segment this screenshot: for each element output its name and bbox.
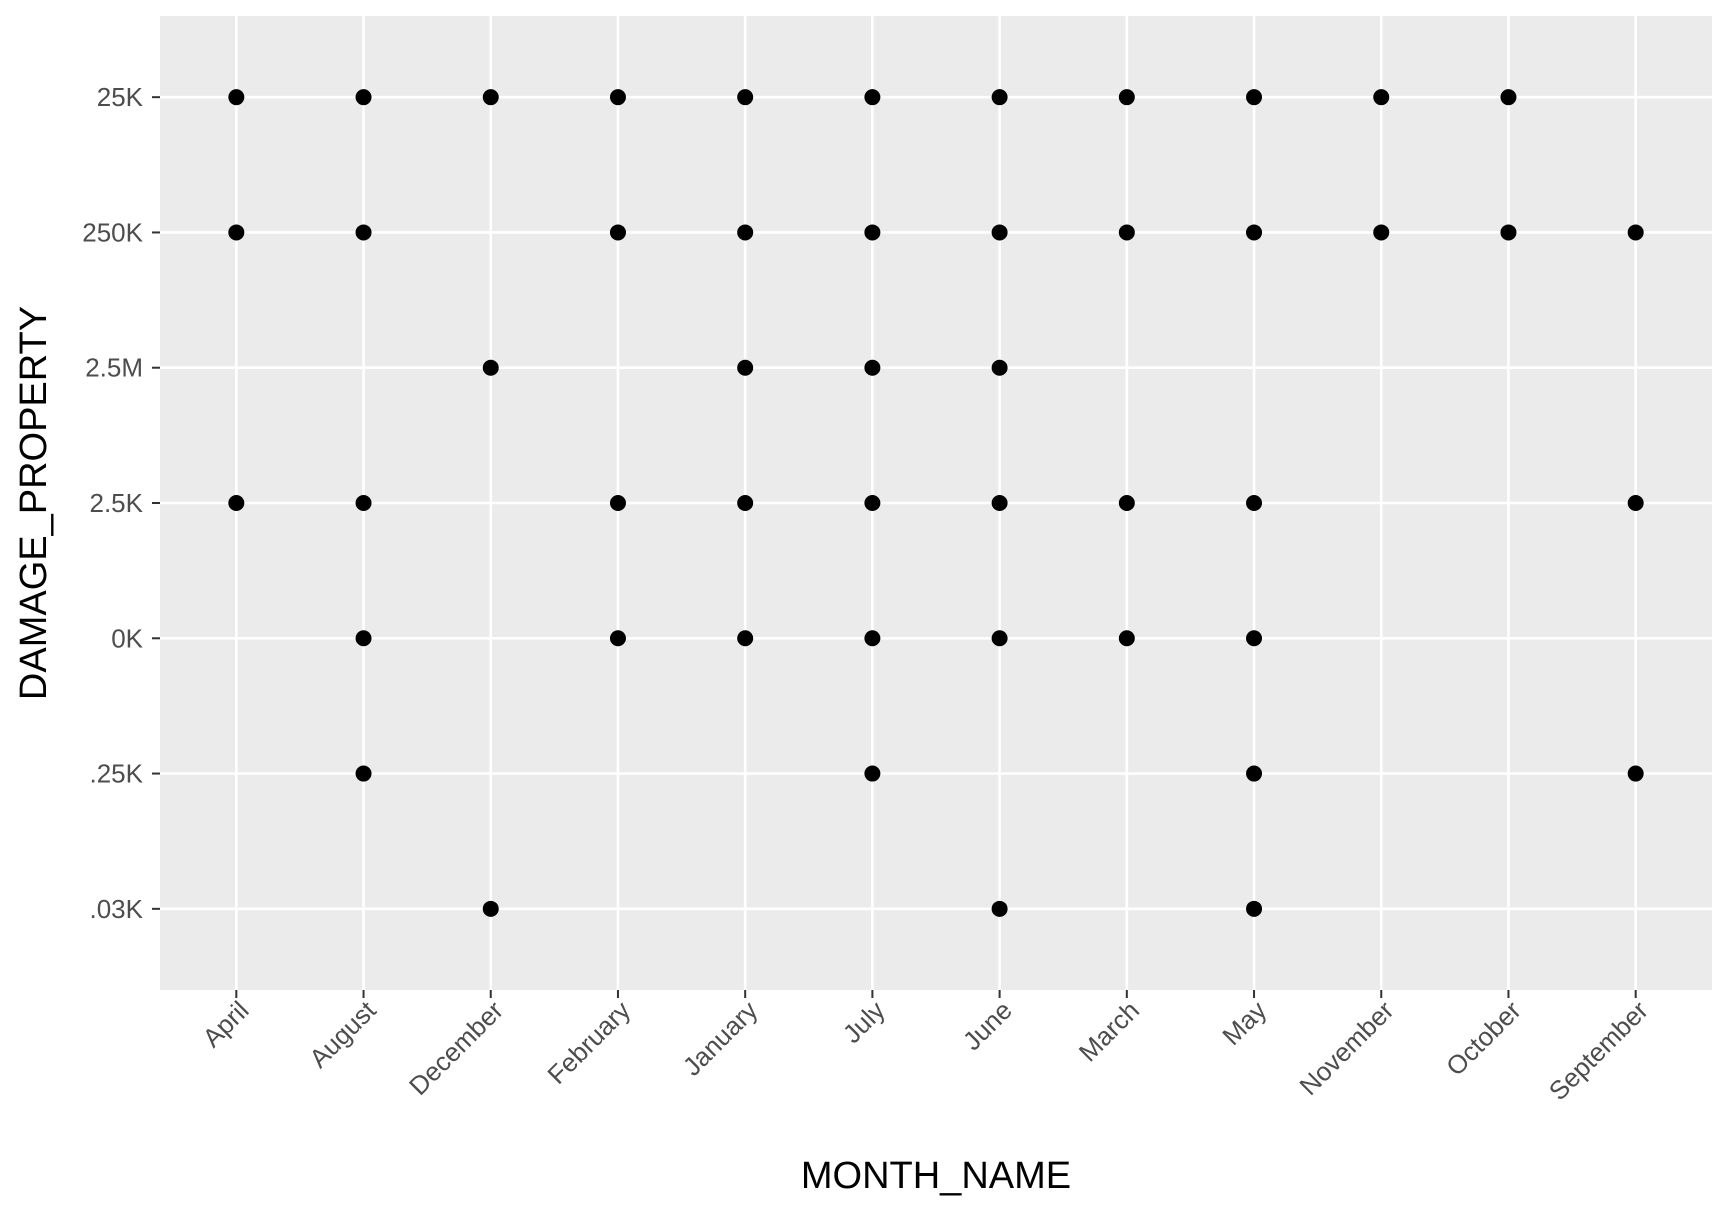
point [1500, 224, 1517, 241]
x-tick-label: August [303, 994, 382, 1073]
point [864, 89, 881, 106]
x-tick-label: December [403, 995, 509, 1101]
point [864, 630, 881, 647]
point [991, 89, 1008, 106]
point [864, 765, 881, 782]
point [228, 224, 245, 241]
point [1373, 224, 1390, 241]
y-axis-title: DAMAGE_PROPERTY [13, 306, 55, 700]
y-tick-label: .03K [90, 894, 144, 924]
x-tick-label: November [1293, 995, 1399, 1101]
point [991, 224, 1008, 241]
point [737, 359, 754, 376]
point [1118, 89, 1135, 106]
y-tick-label: .25K [90, 759, 144, 789]
point [1246, 495, 1263, 511]
point [355, 630, 372, 647]
point [609, 89, 626, 106]
x-tick-label: July [837, 995, 891, 1049]
point [1500, 89, 1517, 106]
x-tick-label: May [1216, 995, 1272, 1051]
point [355, 765, 372, 782]
point [1246, 89, 1263, 106]
point [355, 495, 372, 511]
point [1118, 630, 1135, 647]
x-tick-label: February [541, 995, 636, 1090]
point [864, 359, 881, 376]
point [991, 359, 1008, 376]
x-axis-title: MONTH_NAME [801, 1155, 1071, 1197]
point [1627, 224, 1644, 241]
point [991, 900, 1008, 917]
point [737, 89, 754, 106]
point [1627, 495, 1644, 511]
point [609, 224, 626, 241]
x-tick-label: January [677, 995, 764, 1082]
point [1246, 630, 1263, 647]
point [355, 224, 372, 241]
x-tick-label: June [957, 995, 1018, 1056]
point [609, 630, 626, 647]
point [609, 495, 626, 511]
point [864, 495, 881, 511]
x-tick-label: April [197, 995, 255, 1053]
point [991, 630, 1008, 647]
point [1118, 495, 1135, 511]
point [991, 495, 1008, 511]
point [737, 224, 754, 241]
point [1246, 224, 1263, 241]
y-tick-label: 25K [97, 82, 144, 112]
point [864, 224, 881, 241]
y-tick-label: 0K [111, 623, 143, 653]
point [1246, 765, 1263, 782]
point [228, 495, 245, 511]
point [1627, 765, 1644, 782]
x-tick-label: October [1440, 995, 1527, 1082]
point [737, 630, 754, 647]
point [737, 495, 754, 511]
y-tick-label: 250K [82, 217, 143, 247]
point [482, 89, 499, 106]
point [482, 900, 499, 917]
point [1373, 89, 1390, 106]
y-tick-label: 2.5M [85, 353, 143, 383]
y-tick-label: 2.5K [90, 488, 144, 518]
point [228, 89, 245, 106]
x-tick-label: March [1073, 995, 1145, 1067]
point [355, 89, 372, 106]
point [482, 359, 499, 376]
point [1246, 900, 1263, 917]
point [1118, 224, 1135, 241]
x-tick-label: September [1543, 995, 1654, 1106]
